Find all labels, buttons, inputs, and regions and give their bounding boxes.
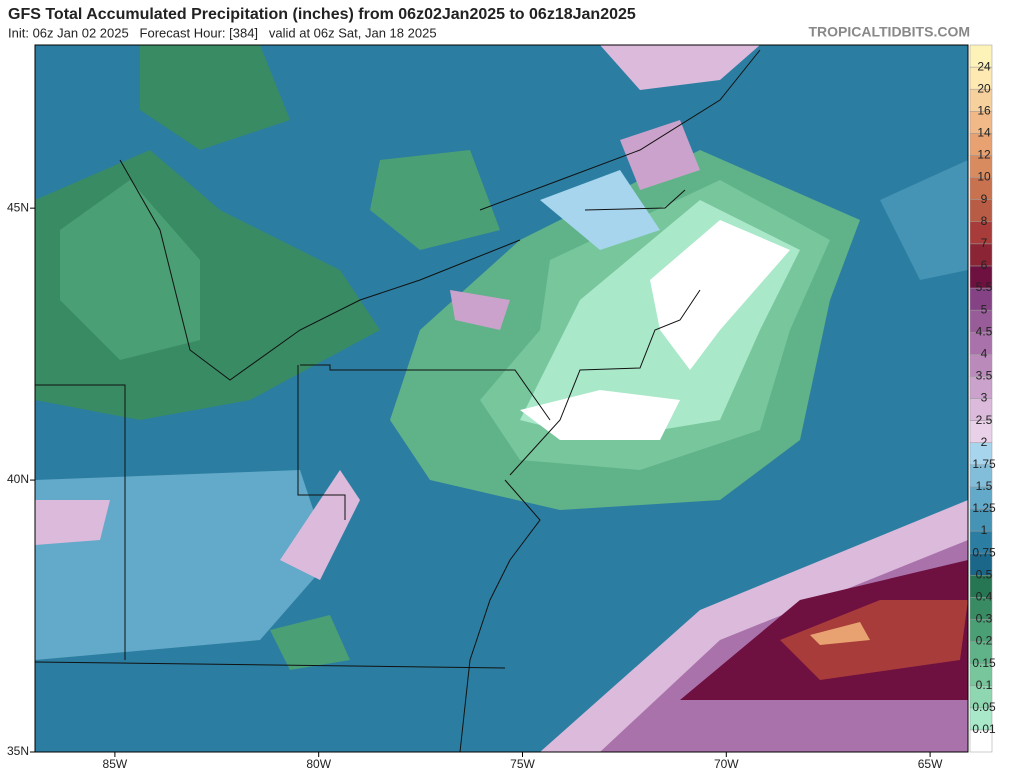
colorbar-label: 0.2 <box>976 634 993 648</box>
colorbar-label: 4.5 <box>976 324 993 338</box>
colorbar-label: 0.3 <box>976 612 993 626</box>
colorbar-label: 3 <box>981 391 988 405</box>
colorbar-label: 2 <box>981 435 988 449</box>
colorbar-label: 1 <box>981 523 988 537</box>
lat-label: 40N <box>7 472 29 486</box>
colorbar-label: 8 <box>981 214 988 228</box>
lon-label: 85W <box>103 757 128 771</box>
colorbar-label: 6 <box>981 258 988 272</box>
colorbar-label: 14 <box>977 126 991 140</box>
colorbar-label: 0.05 <box>972 700 996 714</box>
lon-label: 65W <box>918 757 943 771</box>
colorbar-box <box>969 44 993 68</box>
colorbar-label: 1.25 <box>972 501 996 515</box>
colorbar-label: 4 <box>981 346 988 360</box>
lon-label: 80W <box>306 757 331 771</box>
colorbar-label: 20 <box>977 81 991 95</box>
colorbar-label: 5 <box>981 302 988 316</box>
colorbar-label: 0.01 <box>972 722 996 736</box>
colorbar-label: 2.5 <box>976 413 993 427</box>
lon-label: 75W <box>510 757 535 771</box>
title: GFS Total Accumulated Precipitation (inc… <box>8 6 636 23</box>
colorbar-label: 1.75 <box>972 457 996 471</box>
colorbar-label: 16 <box>977 103 991 117</box>
lon-label: 70W <box>714 757 739 771</box>
colorbar-label: 0.15 <box>972 656 996 670</box>
map <box>34 44 969 753</box>
colorbar-label: 0.75 <box>972 545 996 559</box>
lat-label: 35N <box>7 744 29 758</box>
colorbar-label: 7 <box>981 236 988 250</box>
colorbar-label: 9 <box>981 192 988 206</box>
colorbar-label: 0.4 <box>976 590 993 604</box>
colorbar-label: 1.5 <box>976 479 993 493</box>
lat-label: 45N <box>7 200 29 214</box>
colorbar-label: 0.5 <box>976 567 993 581</box>
colorbar-label: 12 <box>977 148 991 162</box>
colorbar-label: 0.1 <box>976 678 993 692</box>
colorbar-label: 3.5 <box>976 369 993 383</box>
colorbar-label: 24 <box>977 59 991 73</box>
subtitle: Init: 06z Jan 02 2025 Forecast Hour: [38… <box>8 25 437 40</box>
colorbar-label: 10 <box>977 170 991 184</box>
colorbar-label: 5.5 <box>976 280 993 294</box>
watermark: TROPICALTIDBITS.COM <box>808 24 970 40</box>
